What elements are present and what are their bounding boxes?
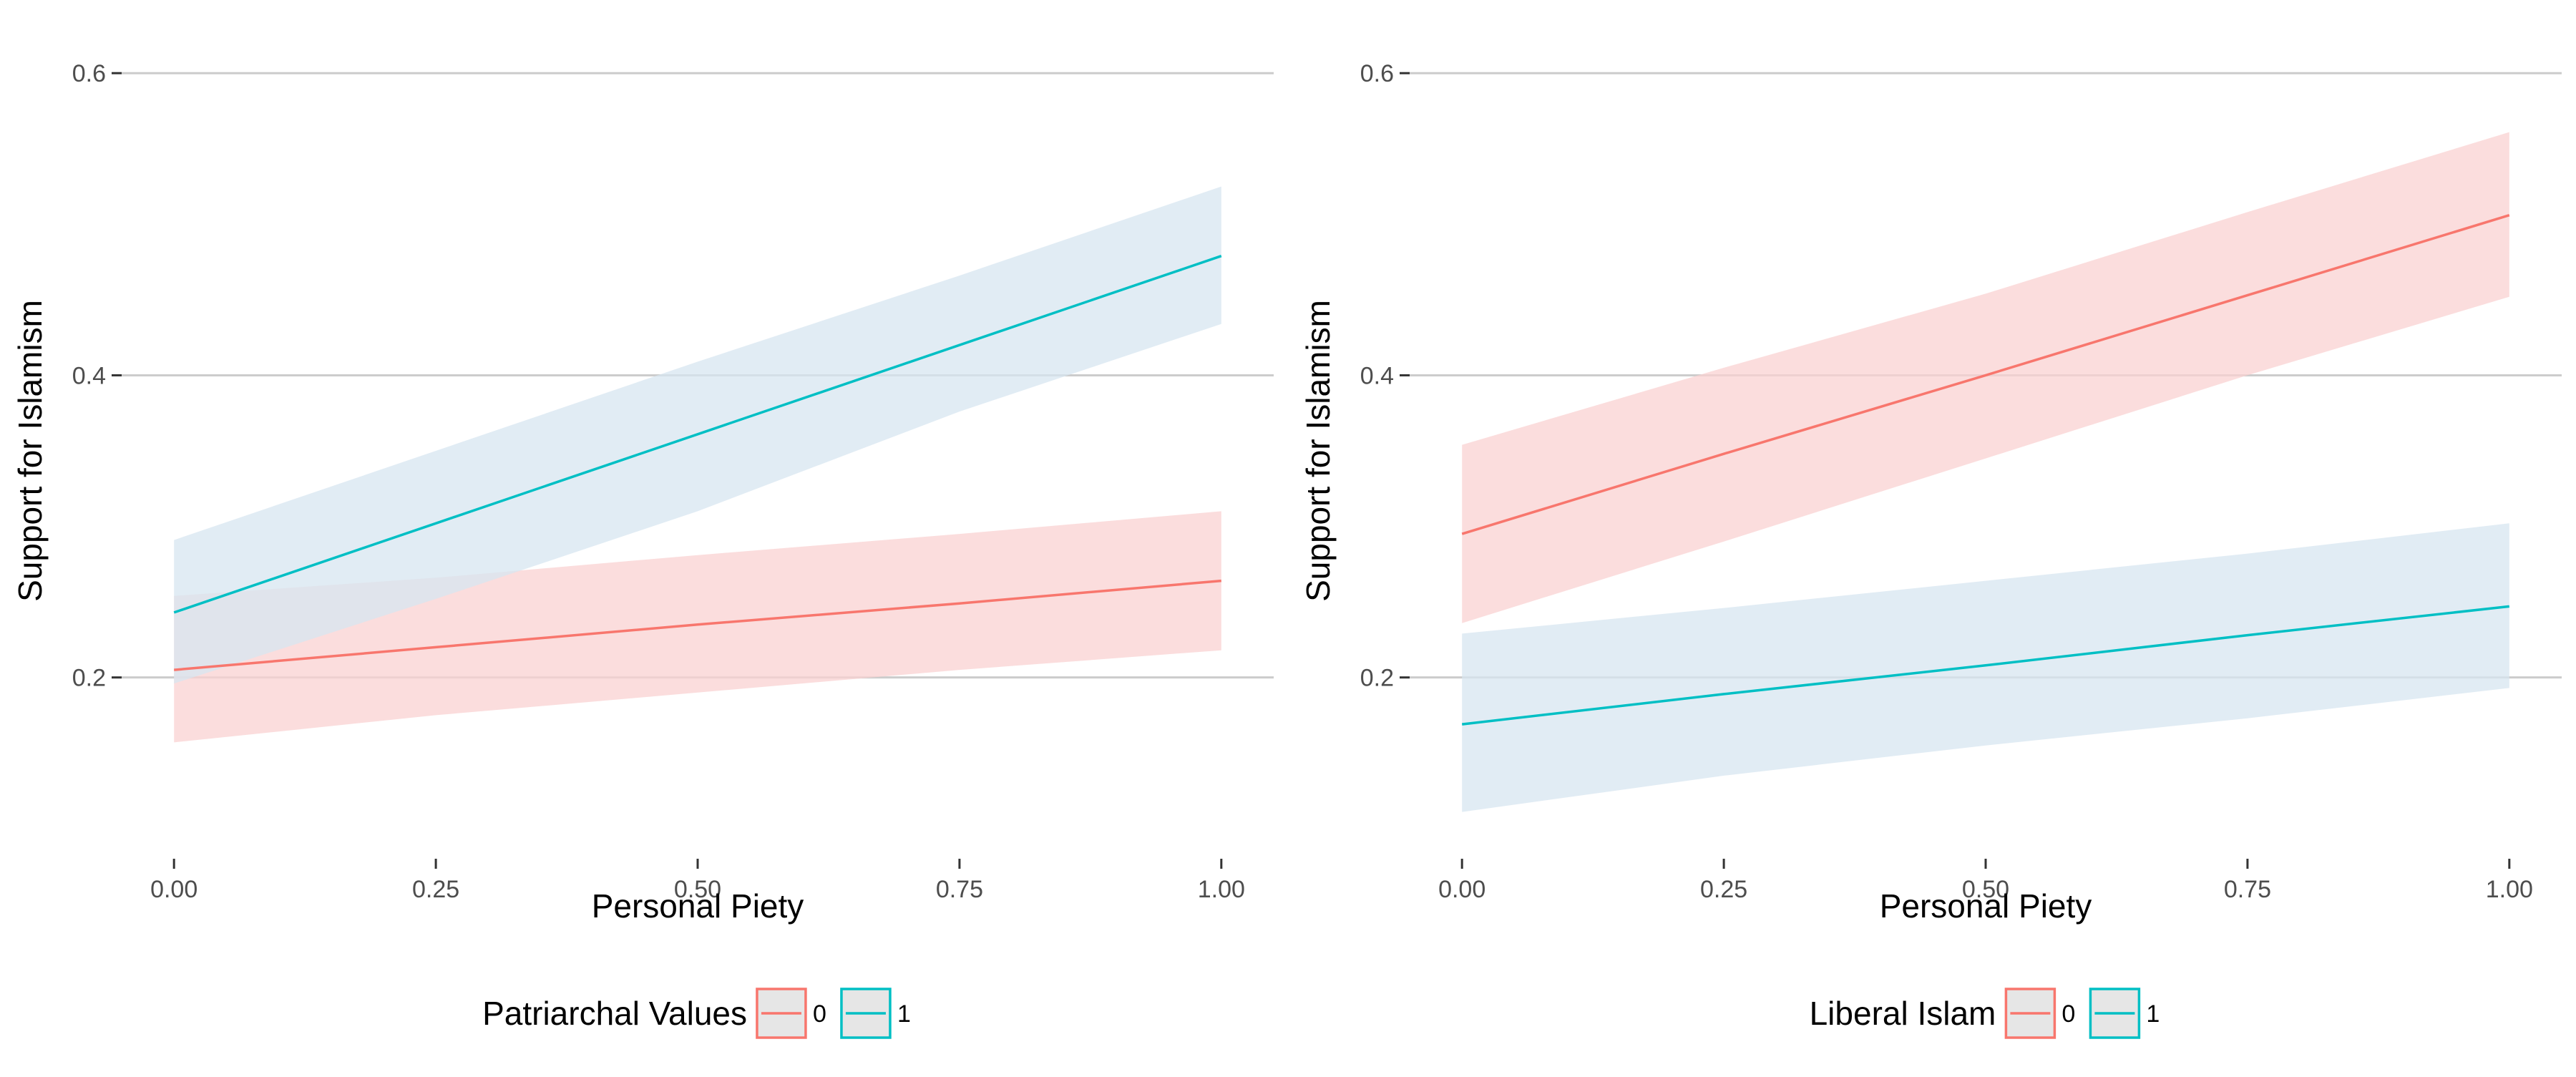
line-series-1 bbox=[173, 255, 1222, 614]
y-tick-label: 0.4 bbox=[1360, 362, 1394, 389]
y-axis-title: Support for Islamism bbox=[1299, 300, 1337, 602]
y-tick-label: 0.4 bbox=[72, 362, 106, 389]
confidence-band-series-0 bbox=[174, 511, 1221, 743]
x-tick-label: 0.75 bbox=[936, 876, 983, 903]
legend-title: Liberal Islam bbox=[1810, 995, 1996, 1032]
legend-title: Patriarchal Values bbox=[482, 995, 747, 1032]
legend-label-0: 0 bbox=[2062, 1000, 2075, 1028]
legend: Patriarchal Values 0 1 bbox=[482, 988, 911, 1039]
confidence-band-series-1 bbox=[1462, 523, 2509, 812]
x-tick-label: 0.00 bbox=[150, 876, 197, 903]
legend: Liberal Islam 0 1 bbox=[1810, 988, 2160, 1039]
y-tick-label: 0.2 bbox=[72, 665, 106, 692]
legend-label-0: 0 bbox=[813, 1000, 826, 1028]
panel-2: 0.2 0.4 0.6 0.00 0.25 0.50 0.75 1.00 Personal Pi… bbox=[1299, 60, 2562, 1039]
line-series-1 bbox=[1461, 605, 2509, 726]
x-tick-label: 1.00 bbox=[2486, 876, 2533, 903]
x-axis-title: Personal Piety bbox=[1880, 887, 2092, 925]
x-tick-label: 0.25 bbox=[412, 876, 459, 903]
x-tick-label: 1.00 bbox=[1198, 876, 1245, 903]
confidence-band-series-0 bbox=[1462, 132, 2509, 623]
y-tick-label: 0.2 bbox=[1360, 665, 1394, 692]
x-tick-label: 0.25 bbox=[1700, 876, 1747, 903]
x-tick-label: 0.50 bbox=[1962, 876, 2009, 903]
y-tick-label: 0.6 bbox=[72, 60, 106, 87]
panel-1: 0.2 0.4 0.6 0.00 0.25 0.50 0.75 1.00 Personal Pi… bbox=[11, 60, 1274, 1039]
line-series-0 bbox=[174, 579, 1221, 671]
line-series-0 bbox=[1461, 214, 2510, 535]
x-tick-label: 0.50 bbox=[674, 876, 721, 903]
y-tick-label: 0.6 bbox=[1360, 60, 1394, 87]
x-tick-label: 0.75 bbox=[2224, 876, 2271, 903]
x-axis-title: Personal Piety bbox=[592, 887, 804, 925]
y-axis-title: Support for Islamism bbox=[11, 300, 49, 602]
x-tick-label: 0.00 bbox=[1438, 876, 1485, 903]
legend-label-1: 1 bbox=[2146, 1000, 2160, 1028]
legend-label-1: 1 bbox=[897, 1000, 911, 1028]
